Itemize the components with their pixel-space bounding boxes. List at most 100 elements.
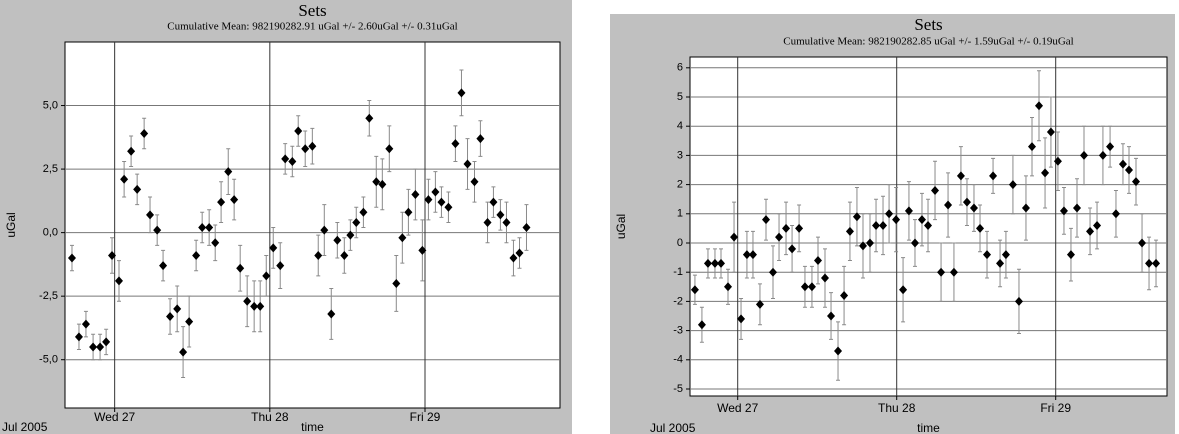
y-tick-label: 5 <box>677 91 683 103</box>
data-point <box>1111 209 1120 219</box>
data-point <box>775 232 784 242</box>
data-point <box>768 267 777 277</box>
data-point <box>314 251 323 260</box>
x-tick-label: Thu 28 <box>251 410 289 424</box>
date-label: Jul 2005 <box>650 421 696 434</box>
data-point <box>1098 150 1107 160</box>
data-point <box>917 215 926 225</box>
data-point <box>327 309 336 319</box>
y-tick-label: -2,5 <box>39 290 58 302</box>
data-point <box>96 342 105 352</box>
y-tick-label: 2 <box>677 179 683 191</box>
data-point <box>74 332 83 342</box>
data-point <box>807 282 816 292</box>
data-point <box>717 258 726 268</box>
data-point <box>1035 101 1044 111</box>
data-point <box>236 263 245 273</box>
data-point <box>294 126 303 136</box>
data-point <box>411 190 420 199</box>
data-point <box>1152 258 1161 268</box>
y-tick-label: -2 <box>673 295 683 307</box>
data-point <box>67 253 76 263</box>
data-point <box>444 202 453 212</box>
y-tick-label: 2,5 <box>43 163 58 175</box>
y-tick-label: 5,0 <box>43 99 58 111</box>
data-point <box>703 258 712 268</box>
data-point <box>892 215 901 225</box>
data-point <box>404 207 413 217</box>
data-point <box>451 139 460 149</box>
data-point <box>224 167 233 177</box>
data-point <box>1008 180 1017 190</box>
data-point <box>949 267 958 277</box>
data-point <box>1053 156 1062 166</box>
data-point <box>852 212 861 222</box>
data-point <box>996 258 1005 268</box>
data-point <box>140 129 149 138</box>
data-point <box>211 238 220 248</box>
data-point <box>858 241 867 251</box>
data-point <box>365 113 374 123</box>
data-point <box>885 209 894 219</box>
data-point <box>108 251 117 260</box>
y-axis-label: uGal <box>4 212 18 237</box>
data-point <box>509 253 518 263</box>
data-point <box>1093 220 1102 230</box>
data-point <box>392 278 401 288</box>
data-point <box>269 243 278 253</box>
data-point <box>133 184 142 194</box>
data-point <box>976 223 985 233</box>
y-tick-label: 1 <box>677 208 683 220</box>
data-point <box>899 285 908 295</box>
data-point <box>431 187 440 197</box>
data-point <box>1080 150 1089 160</box>
data-point <box>496 210 505 220</box>
data-point <box>276 261 285 271</box>
y-tick-label: 3 <box>677 149 683 161</box>
data-point <box>834 346 843 356</box>
data-point <box>1059 206 1068 216</box>
data-point <box>788 244 797 254</box>
data-point <box>333 235 342 245</box>
y-tick-label: 6 <box>677 62 683 74</box>
data-point <box>879 220 888 230</box>
y-tick-label: -1 <box>673 266 683 278</box>
data-point <box>166 312 175 321</box>
data-point <box>372 177 381 187</box>
data-point <box>1145 258 1154 268</box>
data-point <box>352 217 361 227</box>
x-tick-label: Wed 27 <box>717 401 758 415</box>
data-point <box>437 197 446 207</box>
chart-subtitle: Cumulative Mean: 982190282.85 uGal +/- 1… <box>783 36 1073 48</box>
data-point <box>385 144 394 154</box>
chart-title: Sets <box>298 1 326 20</box>
data-point <box>81 319 90 329</box>
data-point <box>359 207 368 217</box>
data-point <box>910 238 919 248</box>
data-point <box>230 195 239 205</box>
data-point <box>748 250 757 260</box>
data-point <box>250 301 259 311</box>
y-tick-label: -5,0 <box>39 354 58 366</box>
x-tick-label: Fri 29 <box>410 410 441 424</box>
data-point <box>840 291 849 301</box>
data-point <box>120 174 129 184</box>
data-point <box>173 304 182 314</box>
data-point <box>969 203 978 213</box>
data-point <box>924 220 933 230</box>
data-point <box>288 156 297 166</box>
data-point <box>1021 203 1030 213</box>
data-point <box>127 146 136 156</box>
y-tick-label: 4 <box>677 120 683 132</box>
data-point <box>1086 226 1095 236</box>
data-point <box>243 296 252 306</box>
data-point <box>301 144 310 154</box>
data-point <box>690 285 699 295</box>
data-point <box>179 347 188 357</box>
data-point <box>115 276 123 286</box>
data-point <box>308 141 317 151</box>
data-point <box>1106 142 1115 152</box>
data-point <box>483 217 492 227</box>
data-point <box>340 251 349 260</box>
